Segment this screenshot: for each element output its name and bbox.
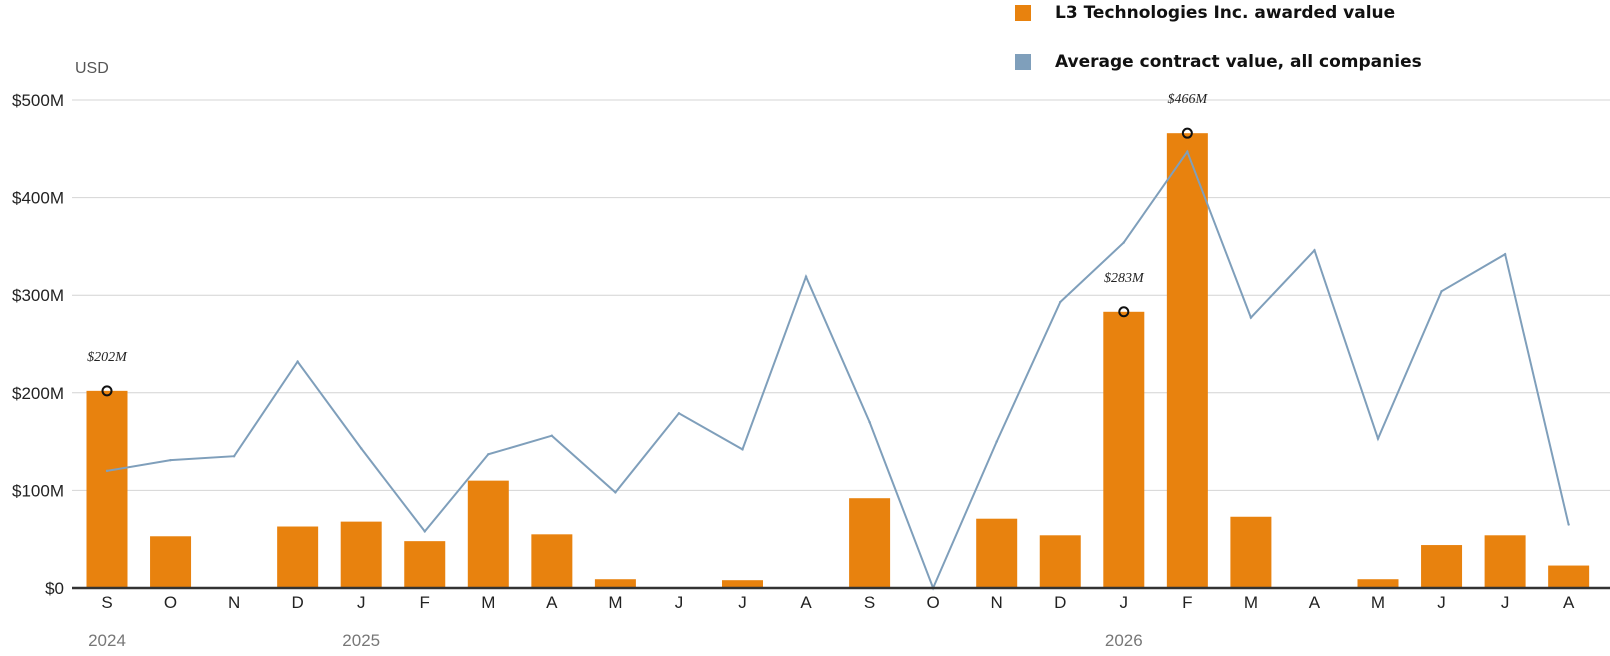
line-point — [1059, 300, 1062, 304]
line-point — [1186, 150, 1189, 153]
x-tick-label: J — [675, 593, 684, 612]
annotation-marker — [101, 385, 113, 397]
bar — [1166, 133, 1208, 588]
line-point — [804, 275, 808, 278]
annotation-marker — [1118, 306, 1130, 318]
y-tick-label: $0 — [45, 579, 64, 598]
legend-item-awarded: L3 Technologies Inc. awarded value — [1015, 3, 1395, 23]
annotation-label: $283M — [1104, 271, 1145, 286]
y-tick-label: $100M — [12, 481, 64, 500]
year-label: 2024 — [88, 631, 126, 650]
line-point — [1122, 241, 1126, 244]
year-label: 2025 — [342, 631, 380, 650]
y-axis-unit-label: USD — [75, 60, 109, 77]
x-tick-label: N — [228, 593, 240, 612]
bar — [1357, 579, 1399, 588]
line-point — [105, 469, 109, 473]
line-point — [487, 453, 490, 456]
x-tick-label: F — [1182, 593, 1192, 612]
line-point — [1313, 249, 1316, 252]
bar — [150, 536, 192, 588]
annotation-label: $202M — [87, 350, 128, 365]
line-point — [550, 434, 554, 437]
x-tick-label: D — [1054, 593, 1066, 612]
x-tick-label: S — [864, 593, 875, 612]
bar — [722, 580, 763, 588]
x-tick-label: F — [420, 593, 430, 612]
bar — [340, 521, 382, 588]
x-tick-label: J — [357, 593, 366, 612]
bar — [531, 534, 573, 588]
x-tick-label: M — [481, 593, 495, 612]
bar — [849, 498, 891, 588]
x-tick-label: O — [927, 593, 940, 612]
line-point — [1440, 290, 1443, 293]
line-point — [1567, 523, 1570, 526]
line-point — [614, 491, 617, 494]
bar — [1421, 545, 1463, 588]
legend-label-average: Average contract value, all companies — [1055, 52, 1422, 72]
x-tick-label: J — [1437, 593, 1446, 612]
line-point — [741, 448, 744, 451]
legend-swatch-awarded — [1015, 5, 1031, 21]
line-point — [1376, 437, 1380, 440]
bar — [976, 518, 1018, 588]
x-tick-label: M — [608, 593, 622, 612]
bar — [1548, 565, 1590, 588]
bar — [404, 541, 446, 588]
y-tick-label: $400M — [12, 189, 64, 208]
x-tick-label: A — [800, 593, 812, 612]
bar — [1230, 516, 1272, 588]
x-tick-label: A — [546, 593, 558, 612]
x-tick-label: J — [1120, 593, 1129, 612]
line-point — [868, 420, 871, 424]
line-point — [169, 458, 172, 462]
bar — [467, 480, 509, 588]
y-tick-label: $200M — [12, 384, 64, 403]
line-point — [677, 412, 681, 415]
x-tick-label: M — [1244, 593, 1258, 612]
bar — [1484, 535, 1526, 588]
bar — [1103, 311, 1145, 588]
year-label: 2026 — [1105, 631, 1143, 650]
bar — [1039, 535, 1081, 588]
line-point — [1503, 253, 1507, 256]
bar — [277, 526, 319, 588]
legend-swatch-average — [1015, 54, 1031, 70]
legend-label-awarded: L3 Technologies Inc. awarded value — [1055, 3, 1396, 23]
x-tick-label: M — [1371, 593, 1385, 612]
y-tick-label: $500M — [12, 91, 64, 110]
x-tick-label: A — [1309, 593, 1321, 612]
line-point — [296, 360, 299, 363]
annotation-label: $466M — [1168, 92, 1209, 107]
x-tick-label: O — [164, 593, 177, 612]
bar — [86, 390, 128, 588]
average-line — [106, 149, 1570, 591]
line-point — [232, 455, 236, 458]
line-point — [1249, 316, 1253, 319]
x-tick-label: J — [738, 593, 747, 612]
line-point — [995, 440, 998, 443]
x-tick-label: J — [1501, 593, 1510, 612]
x-tick-label: A — [1563, 593, 1575, 612]
x-tick-label: S — [101, 593, 112, 612]
legend-item-average: Average contract value, all companies — [1015, 52, 1422, 72]
annotation-marker — [1181, 127, 1193, 139]
line-point — [360, 447, 363, 450]
x-tick-label: N — [991, 593, 1003, 612]
line-point — [423, 530, 426, 533]
y-tick-label: $300M — [12, 286, 64, 305]
bar — [594, 579, 636, 588]
x-tick-label: D — [292, 593, 304, 612]
